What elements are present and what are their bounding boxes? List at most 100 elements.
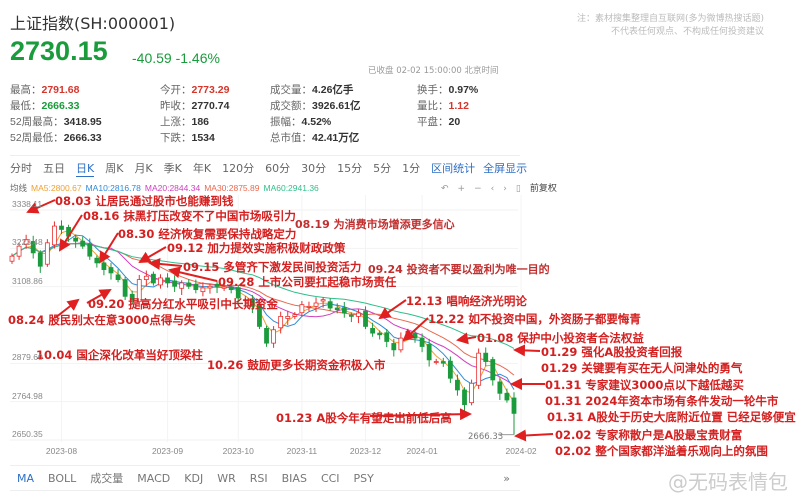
undo-icon[interactable]: ↶: [441, 184, 449, 194]
candle: [490, 359, 496, 381]
annotation-arrow: [86, 289, 112, 304]
current-price: 2730.15: [10, 36, 108, 66]
stat-item: 今开：2773.29: [160, 82, 229, 97]
annotation: 08.30 经济恢复需要保持战略定力: [118, 227, 297, 241]
zoom-in-icon[interactable]: +: [457, 184, 466, 194]
candle: [455, 379, 460, 391]
tab-1[interactable]: 五日: [43, 162, 65, 175]
stat-label: 昨收：: [160, 100, 192, 112]
ma-line-4: [11, 243, 515, 349]
annotation: 08.24 股民别太在意3000点得与失: [8, 313, 196, 327]
candle: [242, 299, 248, 302]
stat-value: 186: [191, 116, 210, 128]
more-button[interactable]: »: [503, 471, 510, 485]
candle: [334, 307, 340, 311]
annotation: 12.13 唱响经济光明论: [406, 294, 527, 308]
tab-3[interactable]: 周K: [105, 162, 124, 175]
stat-item: 换手：0.97%: [417, 82, 478, 97]
annotation: 12.22 如不投资中国，外资肠子都要悔青: [428, 312, 641, 326]
indicator-tab-macd[interactable]: MACD: [137, 471, 171, 485]
stat-label: 52周最低：: [10, 132, 64, 144]
stat-item: 下跌：1534: [160, 130, 215, 145]
tab-11[interactable]: 5分: [373, 162, 392, 175]
candle: [214, 283, 220, 287]
left-icon[interactable]: ‹: [490, 184, 495, 194]
indicator-tabs: MA BOLL 成交量 MACD KDJ WR RSI BIAS CCI PSY »: [10, 465, 520, 491]
annotation-arrow: [402, 317, 429, 342]
candle: [52, 225, 57, 246]
candle: [426, 344, 432, 361]
candle: [320, 299, 326, 302]
annotation-arrow: [369, 408, 472, 421]
candle: [37, 252, 43, 267]
tab-0[interactable]: 分时: [10, 162, 32, 175]
candle: [44, 242, 50, 265]
indicator-tab-成交量[interactable]: 成交量: [90, 472, 124, 485]
stat-value: 0.97%: [448, 84, 479, 96]
indicator-tab-boll[interactable]: BOLL: [48, 471, 77, 485]
adjust-button[interactable]: 前复权: [529, 184, 557, 194]
annotation-arrow: [378, 299, 407, 320]
tab-12[interactable]: 1分: [402, 162, 421, 175]
indicator-tab-kdj[interactable]: KDJ: [184, 471, 204, 485]
indicator-tab-bias[interactable]: BIAS: [281, 471, 307, 485]
candle: [440, 361, 446, 364]
page-title: 上证指数(SH:000001): [10, 14, 176, 33]
indicator-tab-psy[interactable]: PSY: [353, 471, 374, 485]
price-change: -40.59 -1.46%: [132, 50, 220, 66]
tab-range-stats[interactable]: 区间统计: [431, 162, 476, 175]
candle: [23, 239, 29, 245]
candle: [412, 333, 418, 339]
tab-5[interactable]: 季K: [163, 162, 182, 175]
candle: [348, 314, 354, 317]
y-tick-label: 2650.35: [12, 429, 43, 439]
candle: [165, 277, 170, 284]
candle: [447, 360, 453, 379]
right-icon[interactable]: ›: [503, 184, 507, 194]
candle: [30, 241, 36, 254]
annotation: 01.29 关键要有买在无人问津处的勇气: [541, 361, 743, 375]
x-tick-label: 2023-09: [151, 446, 184, 456]
candle: [433, 361, 439, 363]
annotation: 08.16 抹黑打压改变不了中国市场吸引力: [83, 209, 296, 223]
candle: [151, 273, 156, 284]
candle: [285, 315, 291, 319]
annotation: 09.12 加力提效实施积极财政政策: [167, 241, 346, 255]
candle: [391, 343, 397, 351]
candle: [207, 285, 213, 289]
annotation: 08.19 为消费市场增添更多信心: [295, 218, 455, 231]
annotation-arrow: [98, 232, 119, 264]
indicator-tab-wr[interactable]: WR: [217, 471, 236, 485]
candle: [186, 282, 192, 287]
candle: [292, 314, 298, 317]
indicator-tab-ma[interactable]: MA: [17, 471, 35, 485]
candle: [377, 332, 383, 336]
stat-item: 成交量：4.26亿手: [270, 82, 353, 97]
tab-8[interactable]: 60分: [265, 162, 291, 175]
candle: [497, 381, 503, 394]
stat-value: 4.26亿手: [312, 84, 354, 96]
tab-2[interactable]: 日K: [76, 161, 95, 177]
tab-9[interactable]: 30分: [301, 162, 327, 175]
tab-6[interactable]: 年K: [192, 162, 212, 175]
tab-10[interactable]: 15分: [337, 162, 363, 175]
indicator-tab-rsi[interactable]: RSI: [249, 471, 268, 485]
pause-icon[interactable]: ▯: [515, 184, 521, 194]
x-tick-label: 2024-01: [406, 446, 438, 456]
stat-item: 总市值：42.41万亿: [270, 130, 359, 145]
candle: [200, 287, 206, 293]
tab-fullscreen[interactable]: 全屏显示: [483, 162, 528, 175]
stat-label: 上涨：: [160, 116, 192, 128]
tab-7[interactable]: 120分: [222, 162, 255, 175]
candle: [73, 237, 79, 242]
candle: [356, 312, 361, 317]
x-tick-label: 2024-02: [505, 446, 537, 456]
y-tick-label: 2879.60: [12, 352, 43, 363]
tab-4[interactable]: 月K: [134, 162, 153, 175]
indicator-tab-cci[interactable]: CCI: [320, 471, 340, 485]
stat-item: 振幅：4.52%: [270, 114, 331, 129]
zoom-out-icon[interactable]: −: [474, 184, 482, 194]
stat-value: 2770.74: [191, 100, 230, 112]
